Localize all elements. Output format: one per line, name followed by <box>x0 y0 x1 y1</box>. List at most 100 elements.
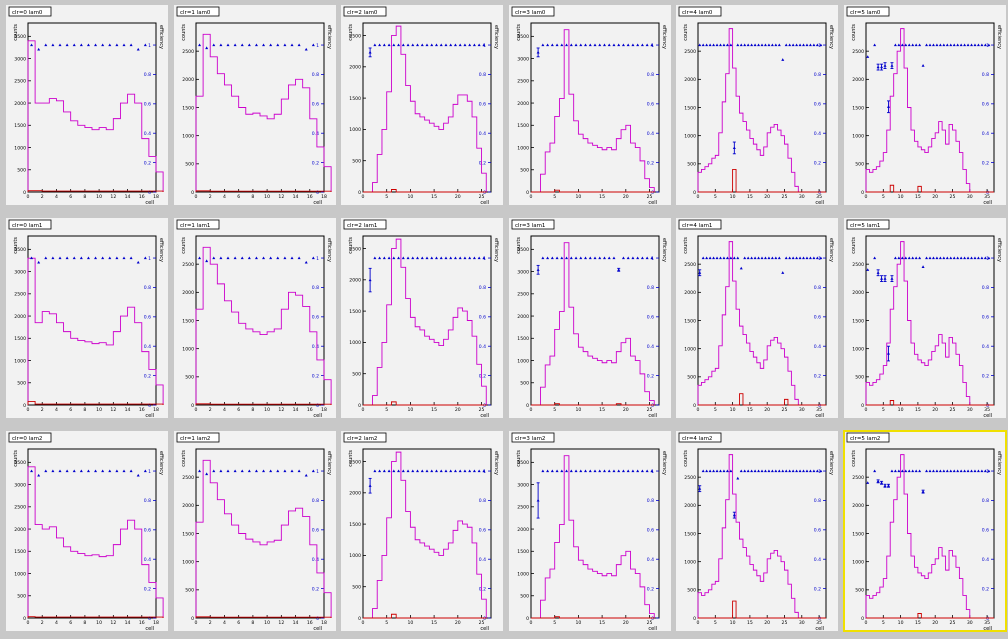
efficiency-point <box>282 43 286 47</box>
chart-pad[interactable]: clr=4 lam2 0 500 1000 1500 2000 2500 0 0.2 0.4 0.6… <box>676 431 838 631</box>
efficiency-point <box>962 469 966 473</box>
y2-tick-label: 0.6 <box>144 528 151 534</box>
efficiency-point <box>767 256 771 260</box>
y-tick-label: 2500 <box>182 262 194 268</box>
chart-pad[interactable]: clr=0 lam0 0 500 1000 1500 2000 2500 3000 3500 0 0… <box>6 5 168 205</box>
efficiency-point <box>311 43 315 47</box>
efficiency-point <box>812 469 816 473</box>
y-axis-label: counts <box>348 450 354 467</box>
efficiency-point <box>781 271 785 274</box>
efficiency-point <box>268 469 272 473</box>
chart-svg: clr=3 lam2050010001500200025003000350000… <box>511 432 667 631</box>
efficiency-point <box>725 469 729 473</box>
plot-frame <box>27 22 157 193</box>
efficiency-point <box>240 256 244 260</box>
x-tick-label: 0 <box>697 407 700 413</box>
x-tick-label: 12 <box>110 407 116 413</box>
x-tick-label: 10 <box>264 620 270 626</box>
chart-pad[interactable]: clr=1 lam1 0 500 1000 1500 2000 2500 0 0.2 0.4 0.6… <box>173 218 336 418</box>
efficiency-point <box>555 43 559 47</box>
x-tick-label: 10 <box>407 194 413 200</box>
title-box <box>176 6 219 17</box>
y-tick-label: 500 <box>687 375 696 381</box>
y-tick-label: 2500 <box>684 262 696 268</box>
efficiency-point <box>931 43 935 47</box>
efficiency-point <box>649 43 653 47</box>
x-tick-label: 4 <box>55 194 58 200</box>
counts-histogram <box>865 454 994 619</box>
x-tick-label: 10 <box>264 194 270 200</box>
chart-pad[interactable]: clr=2 lam1 0 500 1000 1500 2000 2500 0 0.2 0.4 0.6… <box>341 218 503 418</box>
chart-pad[interactable]: clr=3 lam1 0 500 1000 1500 2000 2500 3000 3500 0 0… <box>508 218 671 418</box>
x-tick-label: 4 <box>222 407 225 413</box>
counts-histogram <box>697 28 826 193</box>
chart-pad[interactable]: clr=4 lam0 0 500 1000 1500 2000 2500 0 0.2 0.4 0.6… <box>676 5 838 205</box>
efficiency-point <box>569 469 573 473</box>
efficiency-point <box>311 469 315 473</box>
y-tick-label: 1000 <box>14 358 26 364</box>
chart-pad[interactable]: clr=3 lam2 0 500 1000 1500 2000 2500 3000 3500 0 0… <box>508 431 671 631</box>
efficiency-point <box>564 469 568 473</box>
efficiency-point <box>540 469 544 473</box>
efficiency-point <box>564 43 568 47</box>
chart-pad[interactable]: clr=1 lam0 0 500 1000 1500 2000 2500 0 0.2 0.4 0.6… <box>173 5 336 205</box>
efficiency-point <box>37 47 41 51</box>
chart-pad[interactable]: clr=0 lam1 0 500 1000 1500 2000 2500 3000 3500 0 0… <box>6 218 168 418</box>
efficiency-point <box>767 469 771 473</box>
efficiency-point <box>268 43 272 47</box>
efficiency-point <box>708 256 712 260</box>
x-tick-label: 20 <box>932 407 938 413</box>
efficiency-point <box>770 469 774 473</box>
efficiency-point <box>808 256 812 260</box>
chart-pad[interactable]: clr=2 lam2 0 500 1000 1500 2000 2500 0 0.2 0.4 0.6… <box>341 431 503 631</box>
chart-pad[interactable]: clr=5 lam0 0 500 1000 1500 2000 2500 0 0.2 0.4 0.6… <box>843 5 1006 205</box>
y2-axis-label: efficiency <box>493 451 499 475</box>
efficiency-point <box>593 469 596 473</box>
efficiency-point <box>718 256 722 260</box>
efficiency-point <box>815 256 819 260</box>
efficiency-point <box>72 256 76 260</box>
efficiency-point <box>907 256 911 260</box>
efficiency-point <box>290 256 293 260</box>
x-tick-label: 25 <box>479 194 485 200</box>
x-tick-label: 10 <box>96 407 102 413</box>
x-tick-label: 2 <box>41 194 44 200</box>
efficiency-point <box>233 256 237 260</box>
y2-tick-label: 0.4 <box>646 344 653 350</box>
chart-pad[interactable]: clr=5 lam2 0 500 1000 1500 2000 2500 0 0.2 0.4 0.6… <box>842 430 1007 632</box>
y2-tick-label: 0.2 <box>479 586 486 592</box>
x-tick-label: 20 <box>932 194 938 200</box>
efficiency-point <box>917 469 921 473</box>
y-tick-label: 1000 <box>349 553 361 559</box>
efficiency-point <box>597 256 601 260</box>
y2-tick-label: 0.8 <box>479 285 486 291</box>
efficiency-point <box>705 43 709 47</box>
x-axis-label: cell <box>815 626 824 631</box>
chart-pad[interactable]: clr=5 lam1 0 500 1000 1500 2000 2500 0 0.2 0.4 0.6… <box>843 218 1006 418</box>
efficiency-point <box>924 469 928 473</box>
chart-pad[interactable]: clr=0 lam2 0 500 1000 1500 2000 2500 3000 3500 0 0… <box>6 431 168 631</box>
chart-pad[interactable]: clr=1 lam2 0 500 1000 1500 2000 2500 0 0.2 0.4 0.6… <box>173 431 336 631</box>
efficiency-point <box>746 43 750 47</box>
chart-pad[interactable]: clr=4 lam1 0 500 1000 1500 2000 2500 0 0.2 0.4 0.6… <box>676 218 838 418</box>
efficiency-point <box>233 469 237 473</box>
efficiency-point <box>226 43 229 47</box>
chart-svg: clr=2 lam0 0 500 1000 1500 2000 2500 0 0.2 0.4 0.6… <box>343 6 499 205</box>
efficiency-point <box>387 256 391 260</box>
efficiency-point <box>574 256 578 260</box>
efficiency-point <box>883 277 887 280</box>
efficiency-point <box>865 55 869 58</box>
y-tick-label: 0 <box>191 616 194 622</box>
chart-pad[interactable]: clr=2 lam0 0 500 1000 1500 2000 2500 0 0.2 0.4 0.6… <box>341 5 503 205</box>
efficiency-point <box>959 256 963 260</box>
chart-pad[interactable]: clr=3 lam0 0 500 1000 1500 2000 2500 3000 3500 0 0… <box>508 5 671 205</box>
efficiency-point <box>574 469 578 473</box>
y2-axis-label: efficiency <box>828 25 834 49</box>
y-tick-label: 1000 <box>14 145 26 151</box>
y-tick-label: 2000 <box>349 65 361 71</box>
title-box <box>846 6 889 17</box>
efficiency-point <box>555 256 559 260</box>
efficiency-point <box>602 43 606 47</box>
y-tick-label: 2000 <box>684 290 696 296</box>
efficiency-point <box>883 484 887 487</box>
